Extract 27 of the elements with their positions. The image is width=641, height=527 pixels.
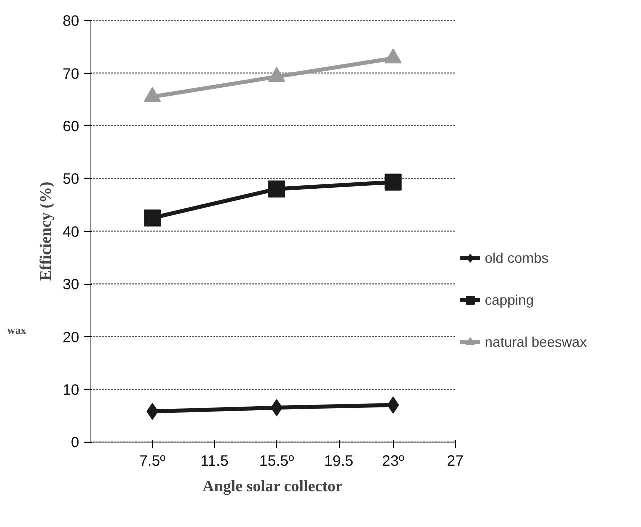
x-tick-label: 11.5 xyxy=(200,453,229,470)
point xyxy=(268,180,286,198)
point xyxy=(144,87,162,102)
x-tick-label: 23º xyxy=(382,453,405,470)
x-tick-label: 19.5 xyxy=(324,453,354,470)
legend-label: old combs xyxy=(485,250,549,266)
x-tick-label: 15.5º xyxy=(260,453,295,470)
y-tick-label: 70 xyxy=(62,66,80,83)
x-tick-label: 27 xyxy=(447,453,464,470)
point xyxy=(268,67,286,82)
y-tick-label: 80 xyxy=(62,13,80,30)
legend-label: natural beeswax xyxy=(485,334,587,350)
x-axis-title: Angle solar collector xyxy=(202,478,343,496)
legend-label: capping xyxy=(485,292,534,308)
y-tick-label: 60 xyxy=(62,118,80,136)
y-tick-label: 40 xyxy=(62,224,80,241)
y-tick-label: 50 xyxy=(62,171,80,188)
point xyxy=(384,48,402,64)
y-tick-label: 10 xyxy=(62,382,80,399)
point xyxy=(384,174,402,191)
point xyxy=(144,210,162,227)
y-tick-label: 0 xyxy=(71,434,80,452)
x-tick-label: 7.5º xyxy=(139,453,166,470)
y-tick-label: 20 xyxy=(62,329,80,346)
y-tick-label: 30 xyxy=(62,276,80,294)
y-axis-title: Efficiency (%) xyxy=(38,182,55,282)
text: wax xyxy=(8,324,27,337)
